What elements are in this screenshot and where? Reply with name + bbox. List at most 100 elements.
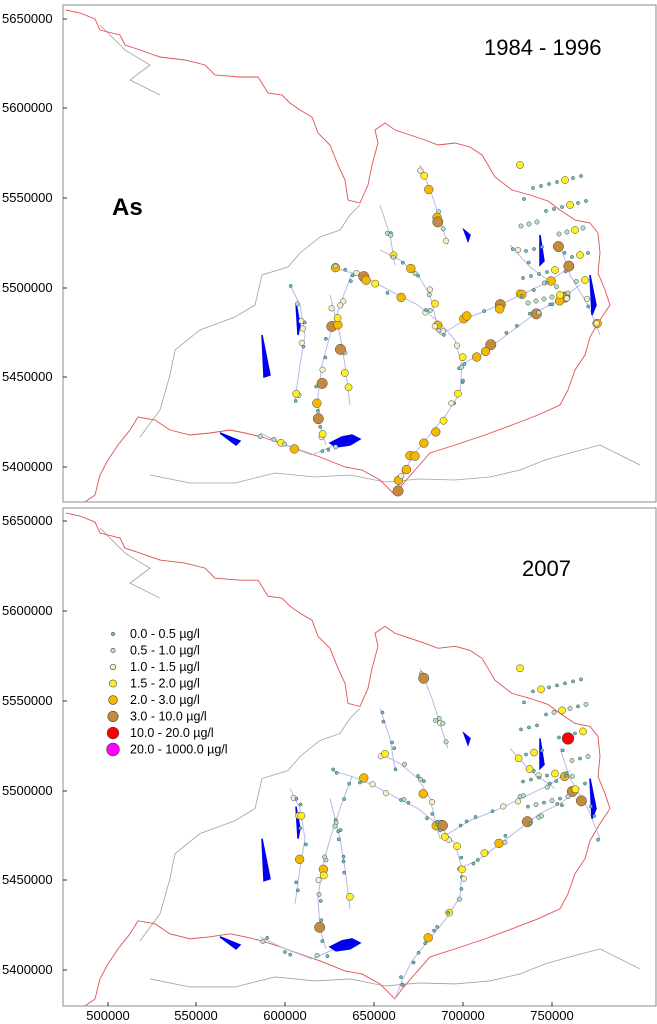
sample-marker — [410, 451, 420, 461]
sample-marker — [500, 803, 507, 810]
sample-marker — [515, 323, 519, 328]
lake — [295, 302, 301, 336]
sample-marker — [576, 704, 580, 709]
sample-marker — [406, 263, 416, 274]
sample-marker — [416, 273, 420, 278]
sample-marker — [596, 837, 600, 842]
sample-marker — [514, 246, 521, 254]
sample-marker — [563, 295, 570, 302]
river-line — [317, 776, 353, 950]
sample-marker — [423, 941, 428, 946]
sample-marker — [579, 174, 583, 178]
legend-marker — [110, 647, 116, 653]
sample-marker — [342, 797, 346, 801]
sample-marker — [336, 837, 341, 842]
sample-marker — [316, 891, 322, 897]
sample-marker — [552, 207, 556, 211]
sample-marker — [459, 364, 465, 370]
sample-marker — [581, 276, 589, 284]
sample-marker — [579, 677, 583, 682]
sample-marker — [358, 780, 362, 785]
sample-marker — [312, 398, 322, 408]
sample-marker — [555, 802, 560, 806]
sample-marker — [552, 241, 564, 253]
sample-marker — [561, 176, 569, 184]
country-border — [65, 512, 611, 1006]
sample-marker — [547, 182, 551, 186]
sample-marker — [426, 292, 432, 298]
y-tick-label: 5450000 — [2, 872, 53, 887]
sample-marker — [402, 761, 408, 767]
sample-marker — [534, 219, 540, 225]
sample-marker — [369, 781, 376, 788]
sample-marker — [527, 725, 531, 730]
sample-marker — [569, 773, 575, 779]
sample-marker — [390, 740, 394, 745]
sample-marker — [583, 781, 587, 786]
sample-marker — [424, 184, 434, 195]
sample-marker — [342, 870, 347, 875]
element-label: As — [112, 194, 143, 221]
sample-marker — [544, 209, 548, 213]
sample-marker — [554, 284, 559, 290]
sample-marker — [459, 855, 464, 860]
sample-marker — [573, 731, 577, 736]
sample-marker — [562, 250, 567, 255]
sample-marker — [340, 369, 349, 377]
sample-marker — [459, 887, 464, 891]
sample-marker — [490, 809, 495, 814]
sample-marker — [516, 664, 524, 673]
legend-label: 2.0 - 3.0 µg/l — [130, 693, 200, 707]
sample-marker — [435, 925, 440, 929]
lake — [589, 778, 597, 819]
sample-marker — [271, 436, 277, 442]
sample-marker — [438, 828, 443, 833]
sample-marker — [316, 408, 320, 413]
sample-marker — [564, 229, 570, 235]
sample-marker — [319, 918, 324, 923]
river-line — [459, 788, 581, 870]
sample-marker — [545, 773, 549, 778]
sample-marker — [333, 444, 339, 450]
lake — [589, 274, 597, 316]
sample-marker — [540, 748, 544, 753]
sample-marker — [502, 839, 508, 845]
sample-marker — [260, 938, 266, 944]
river-line — [331, 266, 463, 496]
sample-marker — [522, 700, 526, 705]
sample-marker — [537, 775, 541, 780]
y-tick-label: 5400000 — [2, 459, 53, 474]
map-frame — [62, 4, 657, 503]
sample-marker — [557, 735, 561, 740]
lake — [219, 432, 242, 446]
legend-label: 10.0 - 20.0 µg/l — [130, 726, 214, 740]
y-tick-label: 5550000 — [2, 190, 53, 205]
sample-marker — [586, 251, 590, 255]
lake — [462, 227, 471, 244]
sample-marker — [550, 302, 555, 307]
x-tick-label: 750000 — [530, 1008, 573, 1023]
sample-marker — [548, 781, 552, 786]
sample-marker — [456, 896, 462, 902]
sample-marker — [417, 776, 423, 782]
sample-marker — [319, 871, 328, 880]
sample-marker — [549, 294, 555, 300]
sample-marker — [293, 399, 298, 403]
sample-marker — [453, 842, 461, 851]
sample-marker — [332, 823, 338, 829]
sample-marker — [400, 260, 405, 265]
river-line — [289, 284, 306, 401]
sample-marker — [398, 472, 405, 479]
sample-marker — [471, 861, 476, 866]
sample-marker — [341, 854, 346, 859]
sample-marker — [551, 709, 557, 715]
sample-marker — [561, 732, 575, 745]
sample-marker — [425, 816, 429, 821]
sample-marker — [458, 353, 467, 362]
sample-marker — [532, 247, 536, 251]
sample-marker — [348, 279, 353, 283]
lake — [219, 936, 242, 950]
sample-marker — [320, 939, 325, 943]
sample-marker — [396, 292, 406, 303]
legend-marker — [107, 710, 119, 722]
